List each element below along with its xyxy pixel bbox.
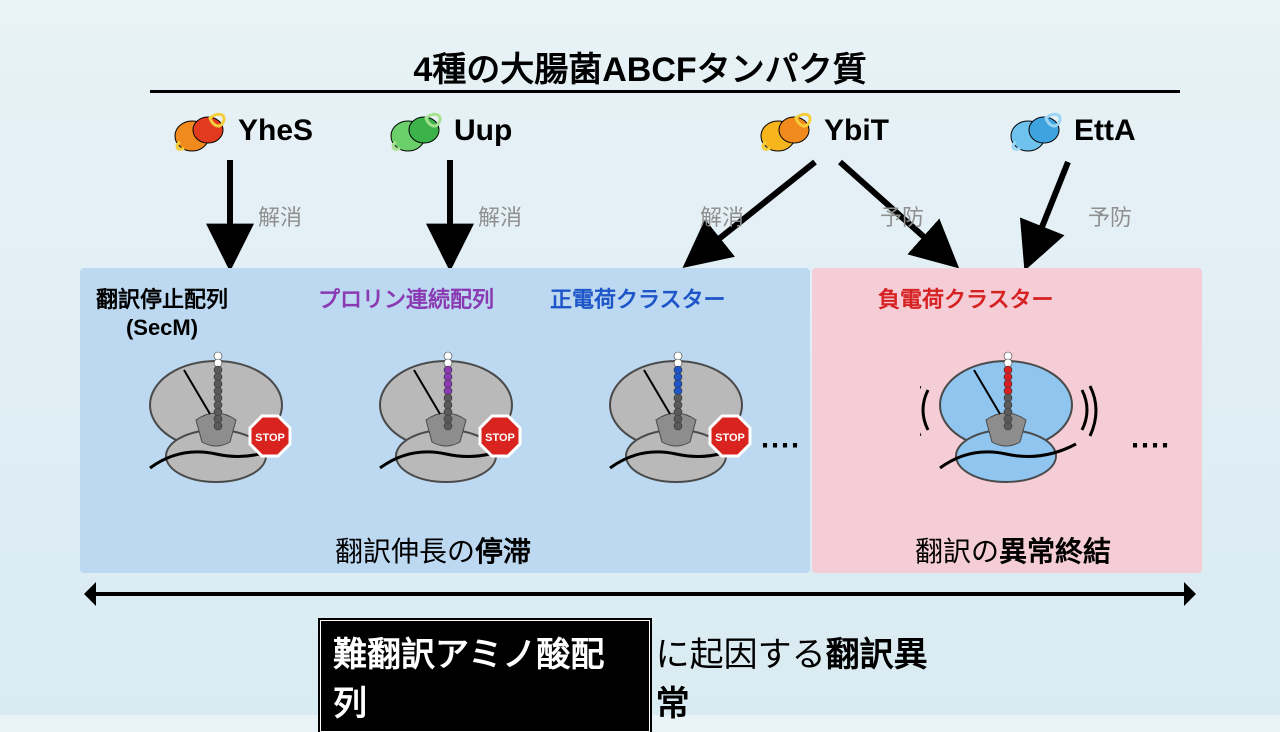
arrow-label-uup: 解消 (478, 200, 522, 232)
ribosome-pos: STOP (590, 350, 770, 500)
bottom-rest: に起因する翻訳異常 (656, 627, 960, 725)
ellipsis-1: ‥‥ (1130, 420, 1170, 455)
ellipsis-0: ‥‥ (760, 420, 800, 455)
panel-abort-caption: 翻訳の異常終結 (915, 530, 1111, 570)
bottom-box: 難翻訳アミノ酸配列 (320, 620, 650, 732)
seq-label-pro: プロリン連続配列 (318, 286, 494, 314)
ribosome-pro: STOP (360, 350, 540, 500)
svg-text:STOP: STOP (715, 432, 745, 444)
ribosome-neg (920, 350, 1100, 500)
seq-label-secm: 翻訳停止配列(SecM) (96, 286, 228, 341)
seq-label-neg: 負電荷クラスター (878, 286, 1054, 314)
arrow-label-ybit-b: 予防 (880, 200, 924, 232)
bottom-summary: 難翻訳アミノ酸配列 に起因する翻訳異常 (320, 620, 960, 732)
svg-text:STOP: STOP (485, 432, 515, 444)
arrow-etta (1028, 162, 1068, 262)
seq-label-pos: 正電荷クラスター (550, 286, 726, 314)
svg-text:STOP: STOP (255, 432, 285, 444)
range-double-arrow (90, 592, 1190, 596)
arrow-label-ybit-a: 解消 (700, 200, 744, 232)
ribosome-secm: STOP (130, 350, 310, 500)
arrow-label-etta: 予防 (1088, 200, 1132, 232)
arrow-label-yhes: 解消 (258, 200, 302, 232)
panel-stall-caption: 翻訳伸長の停滞 (335, 530, 531, 570)
